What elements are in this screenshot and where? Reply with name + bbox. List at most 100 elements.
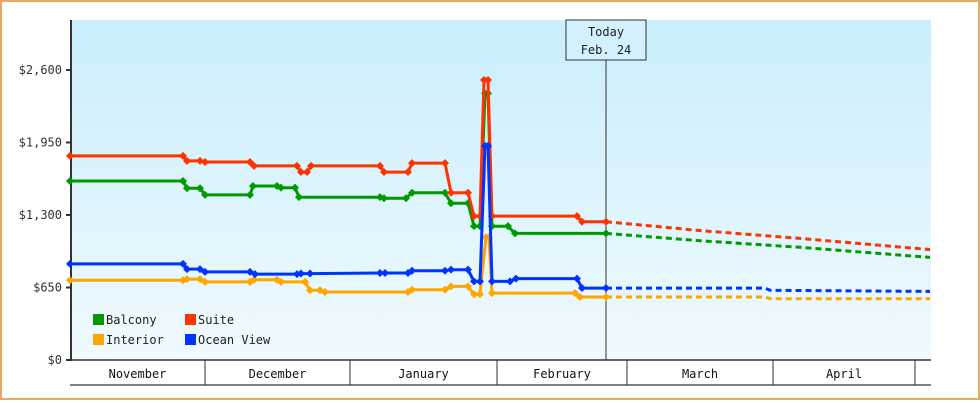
data-point[interactable] — [179, 176, 187, 185]
legend-item-suite[interactable]: Suite — [185, 313, 234, 327]
data-point[interactable] — [441, 266, 449, 275]
data-point[interactable] — [250, 161, 258, 170]
data-point[interactable] — [66, 176, 74, 185]
data-point[interactable] — [380, 168, 388, 177]
data-point[interactable] — [512, 274, 520, 283]
data-point[interactable] — [306, 269, 314, 278]
data-point[interactable] — [246, 190, 254, 199]
data-point[interactable] — [381, 269, 389, 277]
series-ocean-view — [66, 141, 931, 293]
legend-label: Suite — [198, 313, 234, 327]
data-point[interactable] — [464, 265, 472, 274]
month-label-february: February — [533, 367, 591, 381]
data-point[interactable] — [295, 193, 303, 202]
data-point[interactable] — [408, 285, 416, 294]
data-point[interactable] — [66, 151, 74, 160]
legend: Balcony Suite Interior Ocean View — [93, 313, 271, 347]
data-point[interactable] — [470, 277, 478, 286]
data-point[interactable] — [201, 158, 209, 167]
legend-swatch — [185, 334, 196, 345]
data-point[interactable] — [447, 199, 455, 208]
data-point[interactable] — [476, 290, 484, 299]
data-point[interactable] — [66, 259, 74, 268]
data-point[interactable] — [179, 259, 187, 268]
data-point[interactable] — [441, 285, 449, 294]
data-point[interactable] — [602, 284, 610, 293]
data-point[interactable] — [277, 183, 285, 192]
data-point[interactable] — [251, 270, 259, 279]
data-point[interactable] — [573, 274, 581, 283]
legend-swatch — [93, 334, 104, 345]
data-point[interactable] — [201, 277, 209, 286]
data-point[interactable] — [303, 168, 311, 177]
data-point[interactable] — [291, 183, 299, 192]
data-point[interactable] — [250, 275, 258, 284]
data-point[interactable] — [183, 156, 191, 165]
data-point[interactable] — [297, 269, 305, 278]
data-point[interactable] — [408, 266, 416, 275]
data-point[interactable] — [441, 188, 449, 197]
forecast-suite — [605, 220, 931, 252]
data-point[interactable] — [504, 222, 512, 231]
data-point[interactable] — [447, 265, 455, 274]
data-point[interactable] — [183, 265, 191, 274]
data-point[interactable] — [484, 76, 492, 85]
today-marker: Today Feb. 24 — [565, 19, 647, 360]
month-label-april: April — [826, 367, 862, 381]
data-point[interactable] — [376, 269, 384, 277]
today-date: Feb. 24 — [581, 43, 632, 57]
data-point[interactable] — [484, 141, 492, 150]
legend-item-balcony[interactable]: Balcony — [93, 313, 157, 327]
data-point[interactable] — [578, 284, 586, 293]
data-point[interactable] — [576, 292, 584, 301]
legend-label: Ocean View — [198, 333, 271, 347]
data-point[interactable] — [277, 277, 285, 286]
data-point[interactable] — [201, 267, 209, 276]
data-point[interactable] — [447, 282, 455, 291]
data-point[interactable] — [201, 190, 209, 199]
data-point[interactable] — [578, 217, 586, 226]
legend-item-ocean-view[interactable]: Ocean View — [185, 333, 271, 347]
legend-item-interior[interactable]: Interior — [93, 333, 164, 347]
data-point[interactable] — [488, 277, 496, 286]
data-point[interactable] — [470, 212, 478, 221]
data-point[interactable] — [573, 212, 581, 221]
data-point[interactable] — [488, 289, 496, 298]
data-point[interactable] — [380, 194, 388, 203]
data-point[interactable] — [376, 161, 384, 170]
data-point[interactable] — [321, 287, 329, 296]
forecast-interior — [606, 295, 930, 301]
data-point[interactable] — [404, 168, 412, 177]
data-point[interactable] — [183, 275, 191, 284]
data-point[interactable] — [402, 194, 410, 203]
data-point[interactable] — [602, 229, 610, 238]
data-point[interactable] — [441, 159, 449, 168]
data-point[interactable] — [408, 159, 416, 168]
data-point[interactable] — [506, 277, 514, 286]
data-point[interactable] — [464, 282, 472, 291]
data-point[interactable] — [196, 184, 204, 193]
data-point[interactable] — [307, 161, 315, 170]
legend-swatch — [185, 314, 196, 325]
legend-swatch — [93, 314, 104, 325]
data-point[interactable] — [470, 222, 478, 231]
data-point[interactable] — [476, 277, 484, 286]
data-point[interactable] — [66, 276, 74, 285]
data-point[interactable] — [511, 229, 519, 238]
data-point[interactable] — [602, 292, 610, 301]
data-point[interactable] — [297, 168, 305, 177]
data-point[interactable] — [179, 151, 187, 160]
data-point[interactable] — [470, 290, 478, 299]
data-point[interactable] — [447, 188, 455, 197]
data-point[interactable] — [408, 188, 416, 197]
series-interior — [66, 233, 930, 301]
data-point[interactable] — [301, 277, 309, 286]
y-tick-label: $2,600 — [19, 63, 62, 77]
data-point[interactable] — [571, 289, 579, 298]
data-point[interactable] — [183, 184, 191, 193]
data-point[interactable] — [293, 161, 301, 170]
data-point[interactable] — [249, 182, 257, 190]
data-point[interactable] — [464, 188, 472, 197]
data-point[interactable] — [306, 286, 314, 295]
data-point[interactable] — [602, 217, 610, 226]
